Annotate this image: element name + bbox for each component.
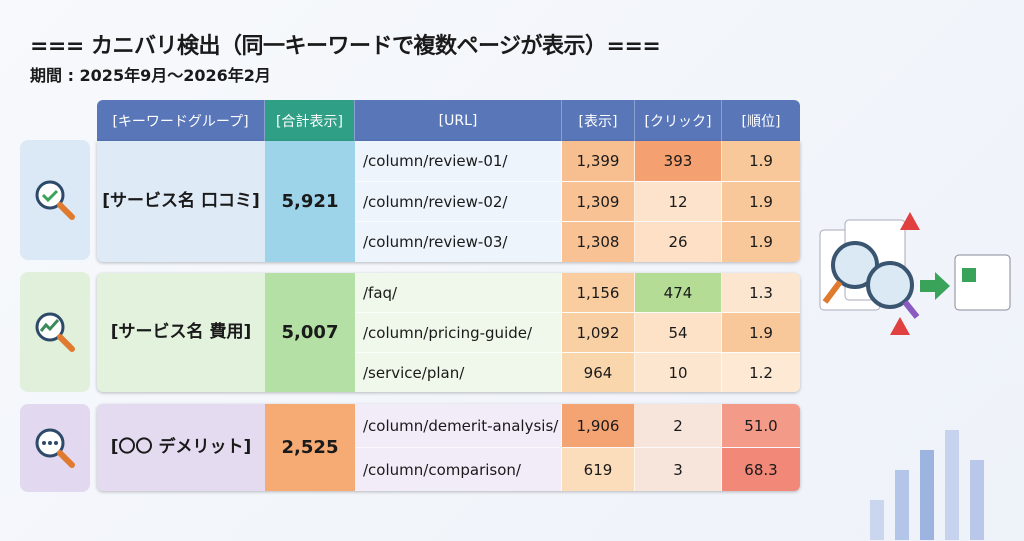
url-cell: /column/comparison/ <box>355 448 562 491</box>
url-cell: /column/review-01/ <box>355 141 562 181</box>
table-row: /column/review-02/ 1,309 12 1.9 <box>355 181 800 223</box>
url-cell: /column/review-03/ <box>355 222 562 262</box>
impressions-cell: 1,399 <box>562 141 635 181</box>
url-cell: /faq/ <box>355 273 562 312</box>
table-row: /service/plan/ 964 10 1.2 <box>355 353 800 392</box>
trend-search-icon <box>20 272 90 392</box>
clicks-cell: 54 <box>635 313 722 352</box>
header-total: [合計表示] <box>265 100 355 141</box>
review-search-icon <box>20 140 90 260</box>
header-url: [URL] <box>355 100 562 141</box>
table-row: /column/demerit-analysis/ 1,906 2 51.0 <box>355 404 800 448</box>
rank-cell: 1.9 <box>722 222 800 262</box>
keyword-group-label: [サービス名 口コミ] <box>102 190 260 211</box>
rank-cell: 1.9 <box>722 181 800 222</box>
clicks-cell: 26 <box>635 222 722 262</box>
rank-cell: 51.0 <box>722 404 800 447</box>
keyword-group-label: [サービス名 費用] <box>110 321 252 342</box>
keyword-group: [〇〇 デメリット] 2,525 /column/demerit-analysi… <box>97 404 800 491</box>
impressions-cell: 964 <box>562 353 635 392</box>
header-rank: [順位] <box>741 113 781 130</box>
url-cell: /column/demerit-analysis/ <box>355 404 562 447</box>
url-cell: /column/pricing-guide/ <box>355 313 562 352</box>
impressions-cell: 1,308 <box>562 222 635 262</box>
url-cell: /service/plan/ <box>355 353 562 392</box>
table-row: /column/comparison/ 619 3 68.3 <box>355 448 800 491</box>
url-cell: /column/review-02/ <box>355 181 562 222</box>
clicks-cell: 474 <box>635 273 722 312</box>
total-impressions: 5,007 <box>265 273 355 392</box>
rank-cell: 1.3 <box>722 273 800 312</box>
impressions-cell: 1,092 <box>562 313 635 352</box>
table-header: [キーワードグループ] [合計表示] [URL] [表示] [クリック] [順位… <box>97 100 800 141</box>
rank-cell: 1.2 <box>722 353 800 392</box>
chat-search-icon <box>20 404 90 492</box>
table-row: /faq/ 1,156 474 1.3 <box>355 273 800 313</box>
header-keyword-group: [キーワードグループ] <box>97 100 265 141</box>
total-impressions: 2,525 <box>265 404 355 491</box>
rank-cell: 1.9 <box>722 141 800 181</box>
clicks-cell: 393 <box>635 141 722 181</box>
clicks-cell: 2 <box>635 404 722 447</box>
table-row: /column/review-01/ 1,399 393 1.9 <box>355 141 800 182</box>
total-impressions: 5,921 <box>265 141 355 262</box>
impressions-cell: 1,906 <box>562 404 635 447</box>
impressions-cell: 619 <box>562 448 635 491</box>
keyword-group: [サービス名 費用] 5,007 /faq/ 1,156 474 1.3 /co… <box>97 273 800 392</box>
impressions-cell: 1,156 <box>562 273 635 312</box>
header-impressions: [表示] <box>562 100 635 141</box>
page-title: === カニバリ検出（同一キーワードで複数ページが表示）=== <box>30 34 661 59</box>
clicks-cell: 10 <box>635 353 722 392</box>
rank-cell: 68.3 <box>722 448 800 491</box>
clicks-cell: 3 <box>635 448 722 491</box>
bar-chart-decoration <box>870 430 984 540</box>
clicks-cell: 12 <box>635 181 722 222</box>
table-row: /column/pricing-guide/ 1,092 54 1.9 <box>355 313 800 353</box>
rank-cell: 1.9 <box>722 313 800 352</box>
header-clicks: [クリック] <box>635 100 722 141</box>
keyword-group: [サービス名 口コミ] 5,921 /column/review-01/ 1,3… <box>97 141 800 262</box>
table-row: /column/review-03/ 1,308 26 1.9 <box>355 222 800 262</box>
impressions-cell: 1,309 <box>562 181 635 222</box>
keyword-group-label: [〇〇 デメリット] <box>110 436 252 457</box>
cannibalization-illustration <box>819 212 1011 335</box>
period-label: 期間 : 2025年9月～2026年2月 <box>30 66 271 85</box>
